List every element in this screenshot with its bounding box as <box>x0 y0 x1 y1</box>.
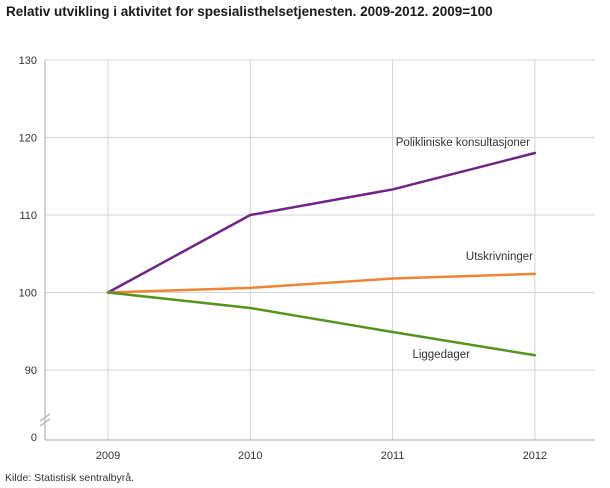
x-tick-label: 2011 <box>381 450 405 462</box>
source-note: Kilde: Statistisk sentralbyrå. <box>5 472 134 484</box>
y-tick-label: 130 <box>19 55 37 67</box>
y-zero-label: 0 <box>31 432 37 444</box>
series-label-0: Polikliniske konsultasjoner <box>396 137 530 149</box>
y-tick-label: 90 <box>25 365 37 377</box>
x-tick-label: 2012 <box>523 450 547 462</box>
series-line-2 <box>106 291 537 357</box>
y-tick-label: 110 <box>19 210 37 222</box>
x-tick-label: 2010 <box>238 450 262 462</box>
y-tick-label: 120 <box>19 133 37 145</box>
chart-title: Relativ utvikling i aktivitet for spesia… <box>6 4 493 19</box>
axis-break-icon <box>39 413 51 422</box>
series-line-0 <box>106 151 537 294</box>
series-line-1 <box>106 272 537 294</box>
series-label-2: Liggedager <box>412 349 470 361</box>
series-label-1: Utskrivninger <box>466 251 533 263</box>
axis-break-icon <box>39 418 51 427</box>
y-tick-label: 100 <box>19 288 37 300</box>
x-tick-label: 2009 <box>96 450 120 462</box>
